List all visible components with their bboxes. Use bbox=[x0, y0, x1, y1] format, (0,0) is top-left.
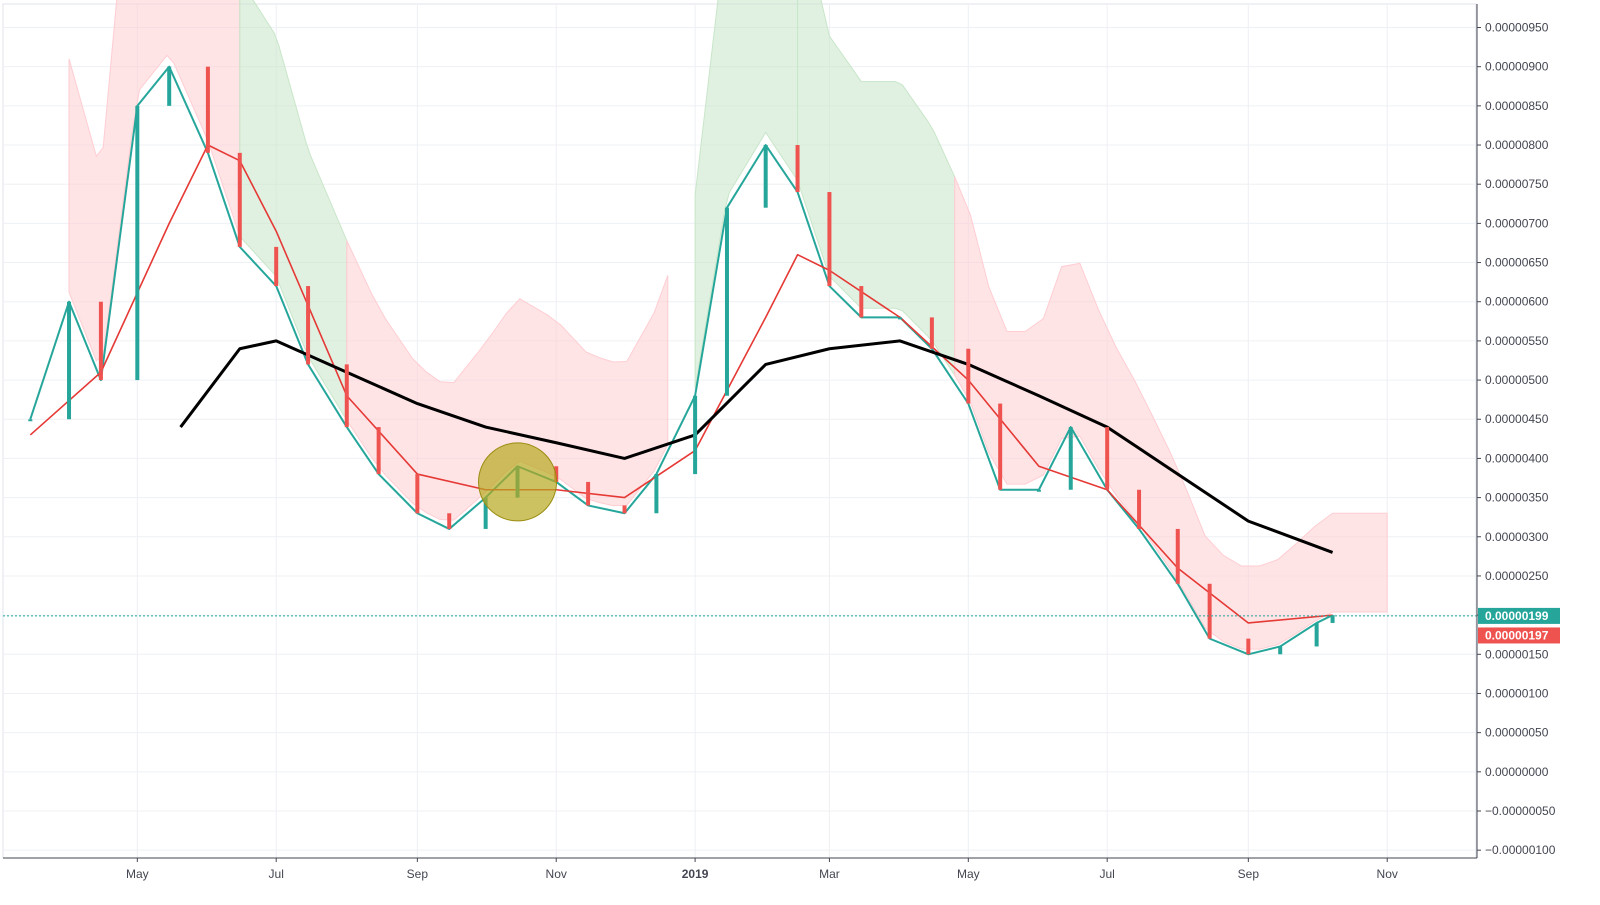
candle bbox=[237, 152, 242, 247]
candle bbox=[654, 474, 659, 514]
candle bbox=[1105, 427, 1110, 490]
candle bbox=[1278, 646, 1283, 655]
candle bbox=[586, 481, 591, 506]
long-ma-line bbox=[179, 339, 1334, 554]
candle bbox=[135, 105, 140, 381]
price-tick-label: 0.00000050 bbox=[1485, 726, 1549, 740]
candle bbox=[1068, 427, 1073, 490]
time-tick-label: May bbox=[126, 867, 149, 881]
price-tick-label: 0.00000750 bbox=[1485, 177, 1549, 191]
candle bbox=[167, 66, 172, 106]
price-tick-label: 0.00000550 bbox=[1485, 334, 1549, 348]
time-tick-label: Sep bbox=[1238, 867, 1260, 881]
price-tick-label: 0.00000950 bbox=[1485, 21, 1549, 35]
time-tick-label: May bbox=[957, 867, 980, 881]
candle bbox=[1137, 489, 1142, 529]
candle bbox=[724, 207, 729, 396]
candle bbox=[98, 301, 103, 381]
candle bbox=[274, 246, 279, 287]
candle bbox=[827, 192, 832, 287]
price-tick-label: 0.00000800 bbox=[1485, 138, 1549, 152]
price-tick-label: 0.00000250 bbox=[1485, 569, 1549, 583]
candle bbox=[929, 317, 934, 349]
price-tick-label: 0.00000400 bbox=[1485, 451, 1549, 465]
price-tick-label: 0.00000700 bbox=[1485, 216, 1549, 230]
highlight-circle bbox=[478, 442, 558, 522]
candle bbox=[998, 403, 1003, 490]
price-tick-label: 0.00000450 bbox=[1485, 412, 1549, 426]
last-price-badge: 0.00000199 bbox=[1485, 609, 1549, 623]
candle bbox=[1036, 489, 1041, 492]
candle bbox=[28, 419, 33, 422]
price-tick-label: 0.00000000 bbox=[1485, 765, 1549, 779]
time-tick-label: Jul bbox=[269, 867, 284, 881]
price-tick-label: 0.00000350 bbox=[1485, 491, 1549, 505]
candle bbox=[447, 513, 452, 529]
candle bbox=[1314, 622, 1319, 647]
candle bbox=[415, 474, 420, 514]
ema-line bbox=[29, 144, 1333, 624]
candle bbox=[205, 66, 210, 153]
time-tick-label: Nov bbox=[546, 867, 567, 881]
ema-value-badge: 0.00000197 bbox=[1485, 628, 1549, 642]
candle bbox=[795, 145, 800, 193]
price-tick-label: 0.00000150 bbox=[1485, 647, 1549, 661]
time-tick-label: 2019 bbox=[682, 867, 709, 881]
candle bbox=[67, 301, 72, 420]
candle bbox=[859, 286, 864, 318]
price-tick-label: −0.00000050 bbox=[1485, 804, 1556, 818]
candle bbox=[1207, 583, 1212, 639]
candle bbox=[763, 145, 768, 208]
candle bbox=[898, 317, 903, 320]
ema-value-badge-bg bbox=[1478, 627, 1560, 644]
candle bbox=[622, 505, 627, 514]
price-tick-label: 0.00000600 bbox=[1485, 295, 1549, 309]
candle bbox=[1330, 615, 1335, 623]
candle bbox=[344, 364, 349, 428]
ichimoku-cloud bbox=[954, 176, 1388, 650]
time-tick-label: Nov bbox=[1377, 867, 1398, 881]
candle bbox=[1246, 638, 1251, 655]
candle bbox=[693, 395, 698, 475]
time-tick-label: Jul bbox=[1100, 867, 1115, 881]
candle bbox=[1175, 528, 1180, 584]
price-tick-label: 0.00000500 bbox=[1485, 373, 1549, 387]
price-tick-label: 0.00000850 bbox=[1485, 99, 1549, 113]
last-price-badge-bg bbox=[1478, 607, 1560, 624]
time-tick-label: Sep bbox=[407, 867, 429, 881]
price-tick-label: −0.00000100 bbox=[1485, 843, 1556, 857]
price-tick-label: 0.00000650 bbox=[1485, 256, 1549, 270]
price-tick-label: 0.00000900 bbox=[1485, 60, 1549, 74]
candle bbox=[483, 497, 488, 529]
candle bbox=[376, 427, 381, 475]
candle bbox=[306, 286, 311, 365]
time-tick-label: Mar bbox=[819, 867, 840, 881]
price-tick-label: 0.00000100 bbox=[1485, 686, 1549, 700]
candle bbox=[966, 348, 971, 404]
price-tick-label: 0.00000300 bbox=[1485, 530, 1549, 544]
